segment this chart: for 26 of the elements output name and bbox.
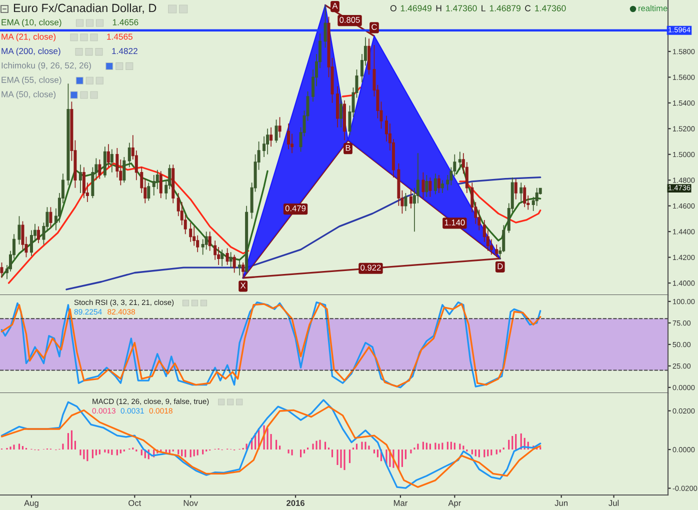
text: MA (21, close) 1.4565: [2, 33, 132, 42]
x-tick-label: Nov: [184, 500, 198, 506]
x-tick-label: 2016: [286, 500, 304, 506]
data-label: X: [240, 282, 246, 288]
annotation: 0.805: [340, 16, 360, 23]
text: EMA (10, close) 1.4656: [2, 18, 138, 28]
data-label: D: [498, 263, 503, 270]
chart-title: Euro Fx/Canadian Dollar, D: [14, 4, 156, 14]
data-label: A: [332, 2, 338, 9]
annotation: EMA (55, close): [2, 76, 62, 85]
chart-subtitle: O 1.46949 H 1.47360 L 1.46879 C 1.47360: [390, 5, 566, 12]
x-tick-label: Oct: [128, 500, 142, 506]
annotation: 0.479: [285, 205, 306, 212]
annotation: realtime: [638, 5, 668, 12]
x-tick-label: Apr: [448, 500, 462, 508]
annotation: 1.140: [444, 220, 465, 226]
x-tick-label: Jul: [608, 500, 619, 506]
x-tick-label: Aug: [24, 500, 38, 508]
data-label: B: [346, 144, 350, 151]
annotation: MA (50, close): [2, 90, 56, 100]
annotation: Ichimoku (9, 26, 52, 26): [2, 62, 91, 70]
x-tick-label: Mar: [394, 500, 408, 506]
text: MA (200, close) 1.4822: [2, 48, 138, 56]
annotation: 0.922: [360, 264, 381, 271]
data-label: C: [372, 24, 377, 30]
x-tick-label: Jun: [554, 500, 568, 506]
